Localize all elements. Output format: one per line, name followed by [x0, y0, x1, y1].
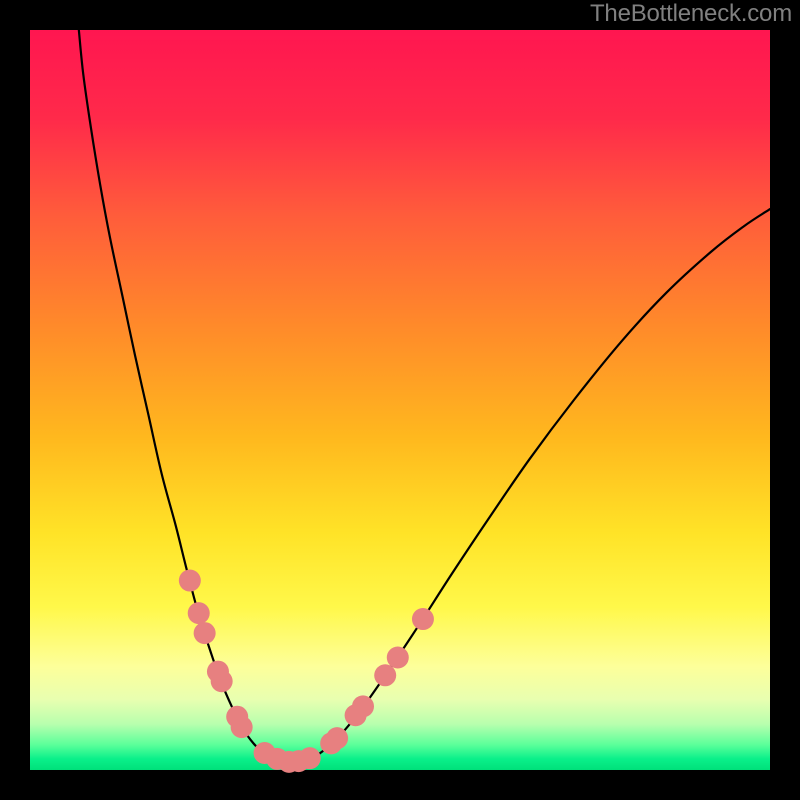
data-marker — [194, 622, 216, 644]
data-marker — [299, 747, 321, 769]
data-marker — [231, 716, 253, 738]
data-marker — [211, 670, 233, 692]
data-marker — [179, 570, 201, 592]
data-marker — [188, 602, 210, 624]
data-marker — [374, 664, 396, 686]
watermark-text: TheBottleneck.com — [590, 0, 792, 28]
data-marker — [352, 695, 374, 717]
bottleneck-chart-svg — [0, 0, 800, 800]
data-marker — [387, 647, 409, 669]
data-marker — [326, 727, 348, 749]
chart-container: TheBottleneck.com — [0, 0, 800, 800]
data-marker — [412, 608, 434, 630]
